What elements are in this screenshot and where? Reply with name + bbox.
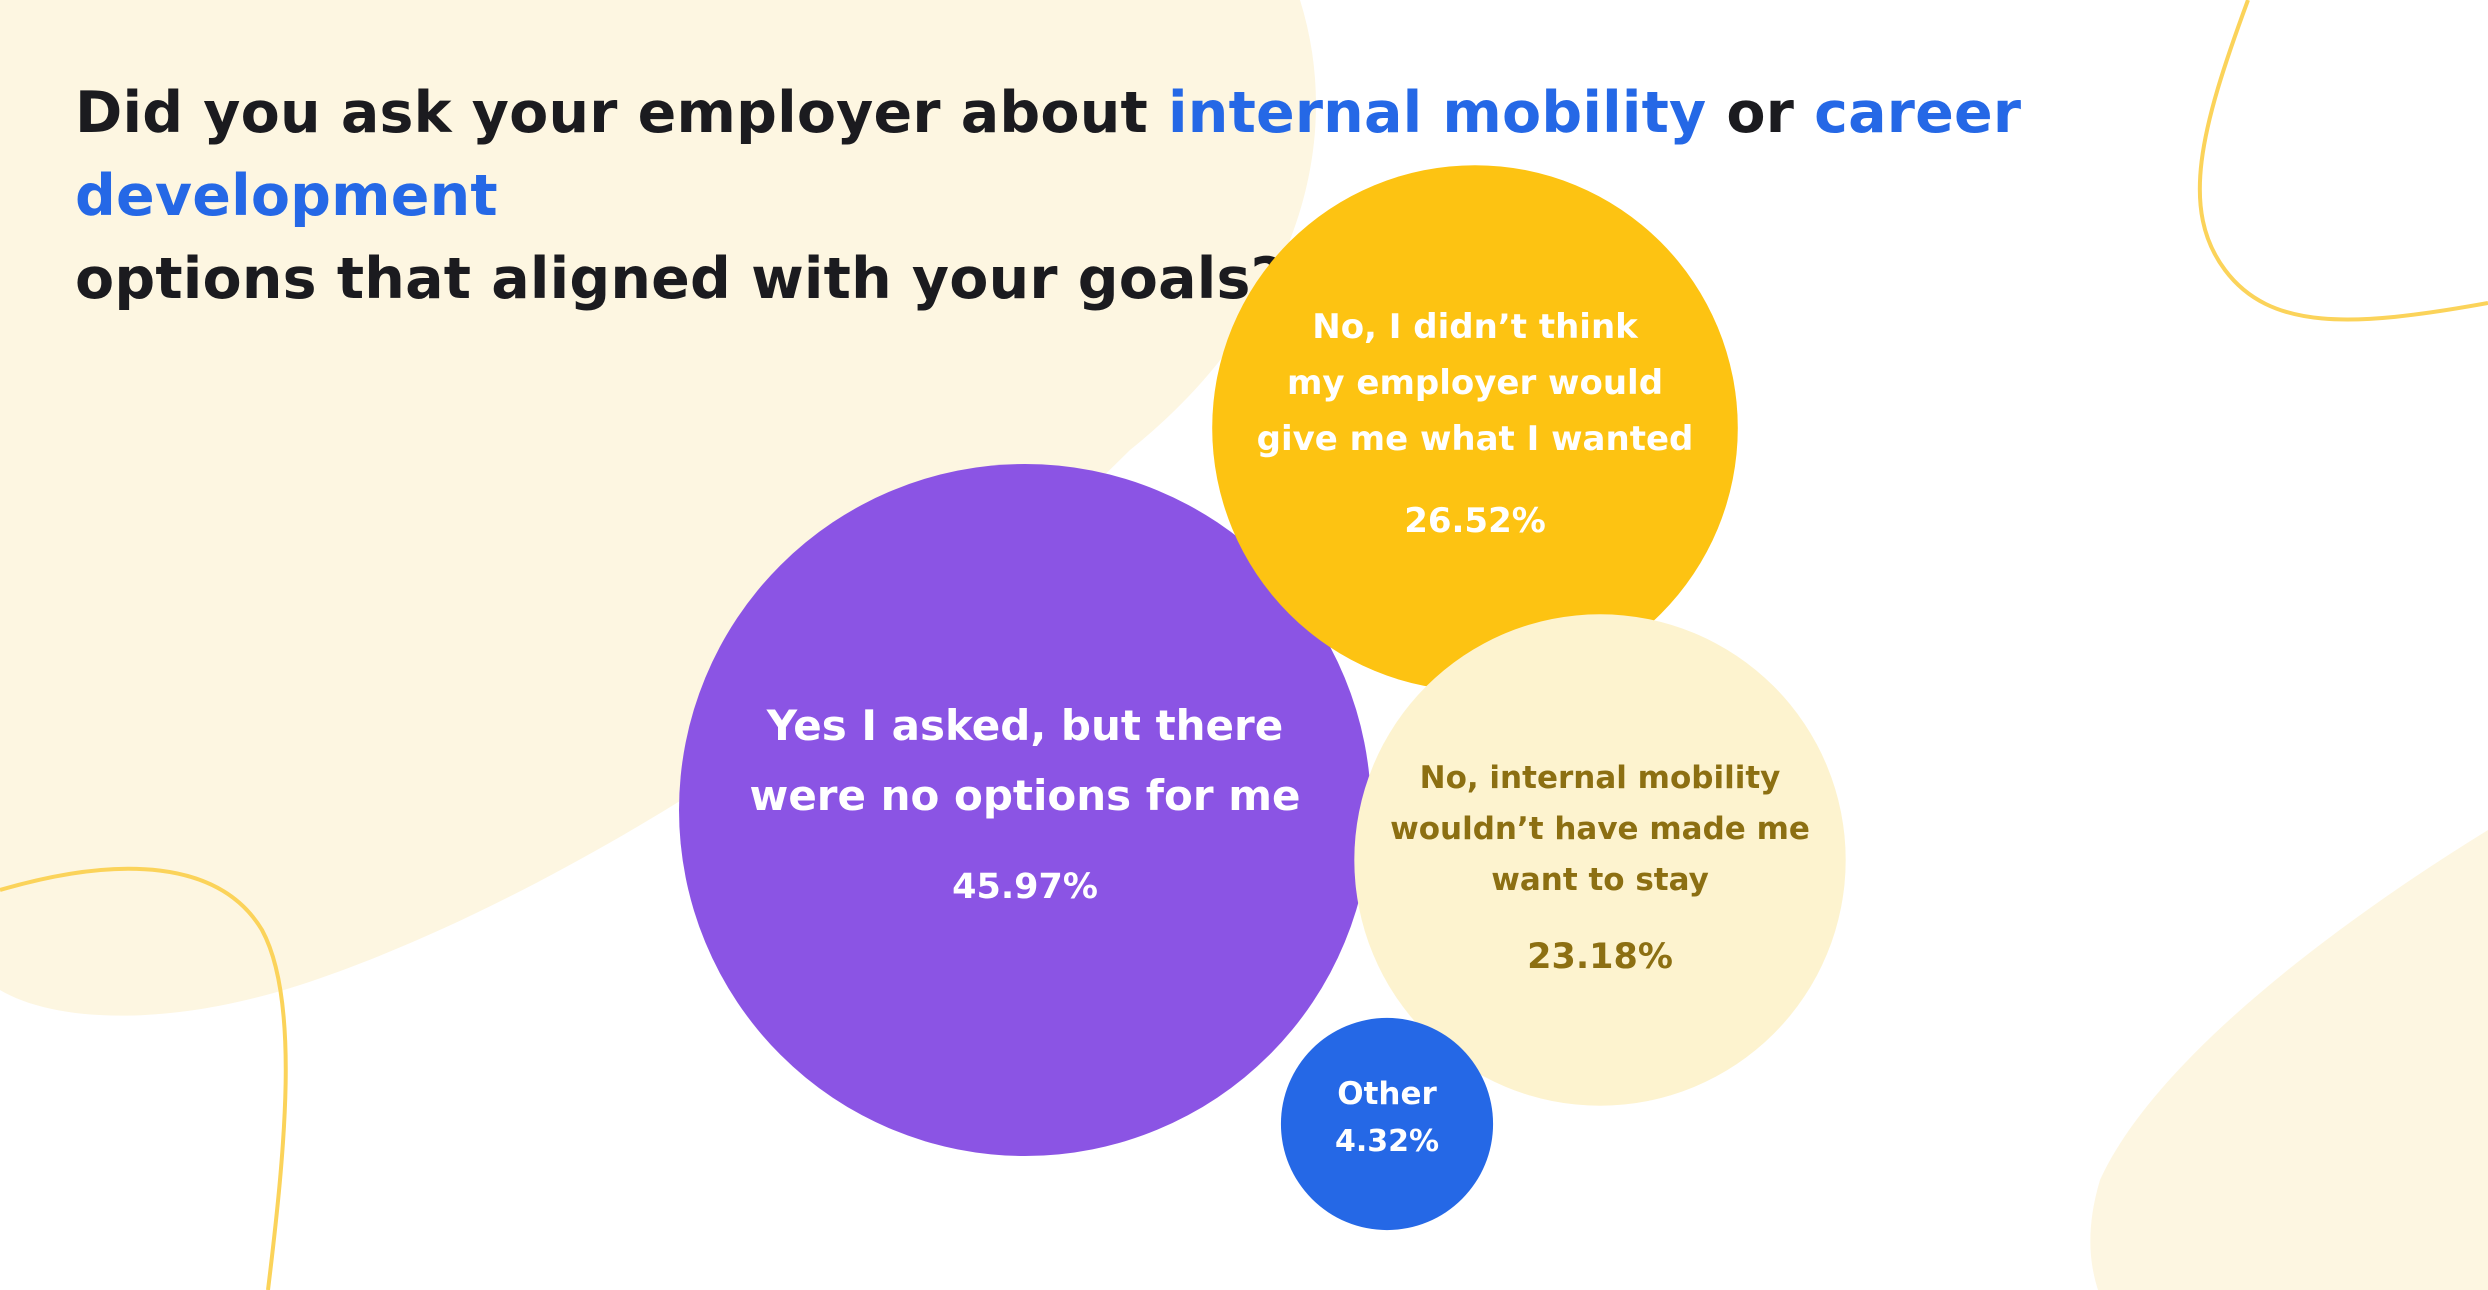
bubble-value-label: 45.97% (952, 867, 1098, 907)
background-blob-top-left (0, 0, 1317, 1016)
bubble-label-line: give me what I wanted (1257, 419, 1694, 459)
bubble-4: Other 4.32% (1280, 1017, 1494, 1231)
bubble-1: Yes I asked, but there were no options fo… (679, 464, 1371, 1156)
bubble-3: No, internal mobility wouldn’t have made … (1354, 614, 1846, 1106)
title-part-2: or (1706, 80, 1815, 146)
bubble-label-line: want to stay (1491, 862, 1709, 898)
bubble-label-line: Yes I asked, but there (766, 701, 1284, 750)
accent-curve-bottom-left (0, 866, 288, 1290)
bubble-circle (1280, 1017, 1494, 1231)
bubble-value-label: 26.52% (1404, 501, 1546, 541)
title-part-1: Did you ask your employer about (75, 80, 1169, 146)
bubble-circle (1212, 165, 1738, 691)
bubble-label-line: my employer would (1287, 363, 1663, 403)
bubble-circle (1354, 614, 1846, 1106)
bubble-label-line: wouldn’t have made me (1390, 811, 1810, 847)
bubble-label-line: Other (1337, 1076, 1437, 1112)
page-title: Did you ask your employer about internal… (75, 72, 2375, 321)
title-highlight-internal-mobility: internal mobility (1168, 80, 1707, 146)
bubble-value-label: 4.32% (1335, 1124, 1439, 1159)
accent-curve-top-right (2197, 0, 2488, 322)
bubble-2: No, I didn’t think my employer would give … (1212, 165, 1738, 691)
title-highlight-career-development: career development (75, 80, 2022, 229)
bubble-label-line: No, internal mobility (1420, 760, 1781, 796)
bubble-value-label: 23.18% (1527, 937, 1673, 977)
bubble-circle (679, 464, 1371, 1156)
title-part-3: options that aligned with your goals? (75, 246, 1284, 312)
bubble-label-line: No, I didn’t think (1312, 307, 1639, 347)
bubble-label-line: were no options for me (750, 771, 1301, 820)
background-blob-bottom-right (2090, 830, 2488, 1290)
